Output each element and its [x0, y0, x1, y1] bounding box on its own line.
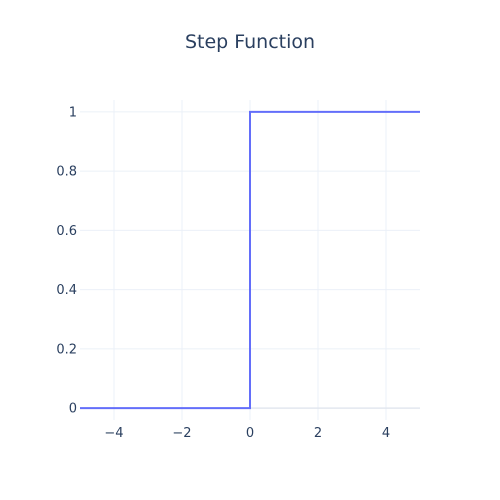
series-line	[80, 110, 420, 410]
x-tick-label: −4	[104, 426, 123, 441]
x-axis-ticks: −4 −2 0 2 4	[104, 426, 390, 441]
y-tick-label: 0.8	[56, 165, 77, 180]
y-tick-label: 0.4	[56, 283, 77, 298]
y-tick-label: 0.2	[56, 342, 77, 357]
y-tick-label: 0	[69, 402, 77, 417]
y-tick-label: 1	[69, 105, 77, 120]
y-tick-label: 0.6	[56, 224, 77, 239]
x-tick-label: 2	[314, 426, 322, 441]
series-layer	[80, 110, 420, 410]
chart-title: Step Function	[184, 31, 316, 53]
x-tick-label: 0	[246, 426, 254, 441]
x-tick-label: −2	[172, 426, 191, 441]
x-tick-label: 4	[382, 426, 390, 441]
y-axis-ticks: 0 0.2 0.4 0.6 0.8 1	[56, 105, 77, 416]
